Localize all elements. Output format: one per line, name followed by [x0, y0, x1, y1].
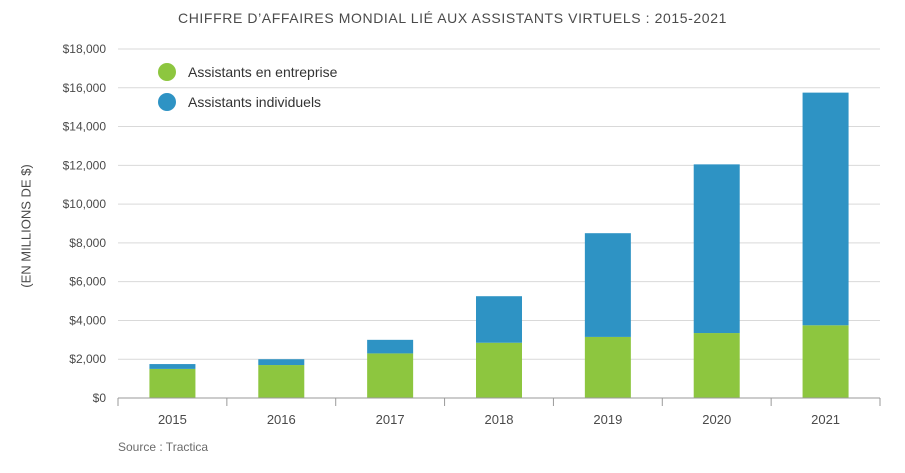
y-tick-label: $0 — [93, 391, 107, 405]
legend-item-individuels: Assistants individuels — [158, 93, 321, 111]
x-tick-label: 2018 — [485, 412, 514, 427]
legend-label-individuels: Assistants individuels — [188, 94, 322, 110]
bar-individuels-2021 — [802, 92, 849, 326]
bar-entreprise-2019 — [584, 336, 631, 398]
legend-swatch-entreprise — [158, 63, 176, 81]
y-tick-label: $6,000 — [69, 275, 106, 289]
bar-entreprise-2021 — [802, 325, 849, 398]
source-note: Source : Tractica — [118, 440, 209, 454]
bar-individuels-2017 — [367, 339, 414, 354]
y-tick-label: $4,000 — [69, 313, 106, 327]
bars — [149, 92, 849, 398]
x-tick-label: 2019 — [593, 412, 622, 427]
y-axis-label: (EN MILLIONS DE $) — [18, 164, 34, 288]
y-tick-label: $12,000 — [63, 158, 107, 172]
bar-individuels-2020 — [693, 164, 740, 334]
x-tick-label: 2015 — [158, 412, 187, 427]
y-tick-label: $14,000 — [63, 120, 107, 134]
chart-title: CHIFFRE D’AFFAIRES MONDIAL LIÉ AUX ASSIS… — [178, 10, 727, 26]
x-tick-label: 2021 — [811, 412, 840, 427]
bar-individuels-2018 — [476, 296, 522, 343]
legend-item-entreprise: Assistants en entreprise — [158, 63, 337, 81]
bar-entreprise-2018 — [476, 342, 522, 398]
x-tick-label: 2020 — [702, 412, 731, 427]
y-tick-label: $18,000 — [63, 42, 107, 56]
bar-individuels-2015 — [149, 364, 196, 369]
y-tick-labels: $0 $2,000 $4,000 $6,000 $8,000 $10,000 $12,000… — [63, 42, 107, 405]
bar-entreprise-2016 — [258, 365, 305, 398]
bar-individuels-2016 — [258, 359, 305, 366]
x-tick-label: 2016 — [267, 412, 296, 427]
bar-entreprise-2020 — [693, 333, 740, 398]
bar-entreprise-2017 — [367, 353, 414, 398]
x-tick-label: 2017 — [376, 412, 405, 427]
y-tick-label: $16,000 — [63, 81, 107, 95]
y-tick-label: $10,000 — [63, 197, 107, 211]
bar-entreprise-2015 — [149, 368, 196, 398]
bar-individuels-2019 — [584, 233, 631, 337]
legend-swatch-individuels — [158, 93, 176, 111]
y-tick-label: $2,000 — [69, 352, 106, 366]
x-axis: 2015 2016 2017 2018 2019 2020 2021 — [117, 397, 881, 427]
legend-label-entreprise: Assistants en entreprise — [188, 64, 338, 80]
y-tick-label: $8,000 — [69, 236, 106, 250]
